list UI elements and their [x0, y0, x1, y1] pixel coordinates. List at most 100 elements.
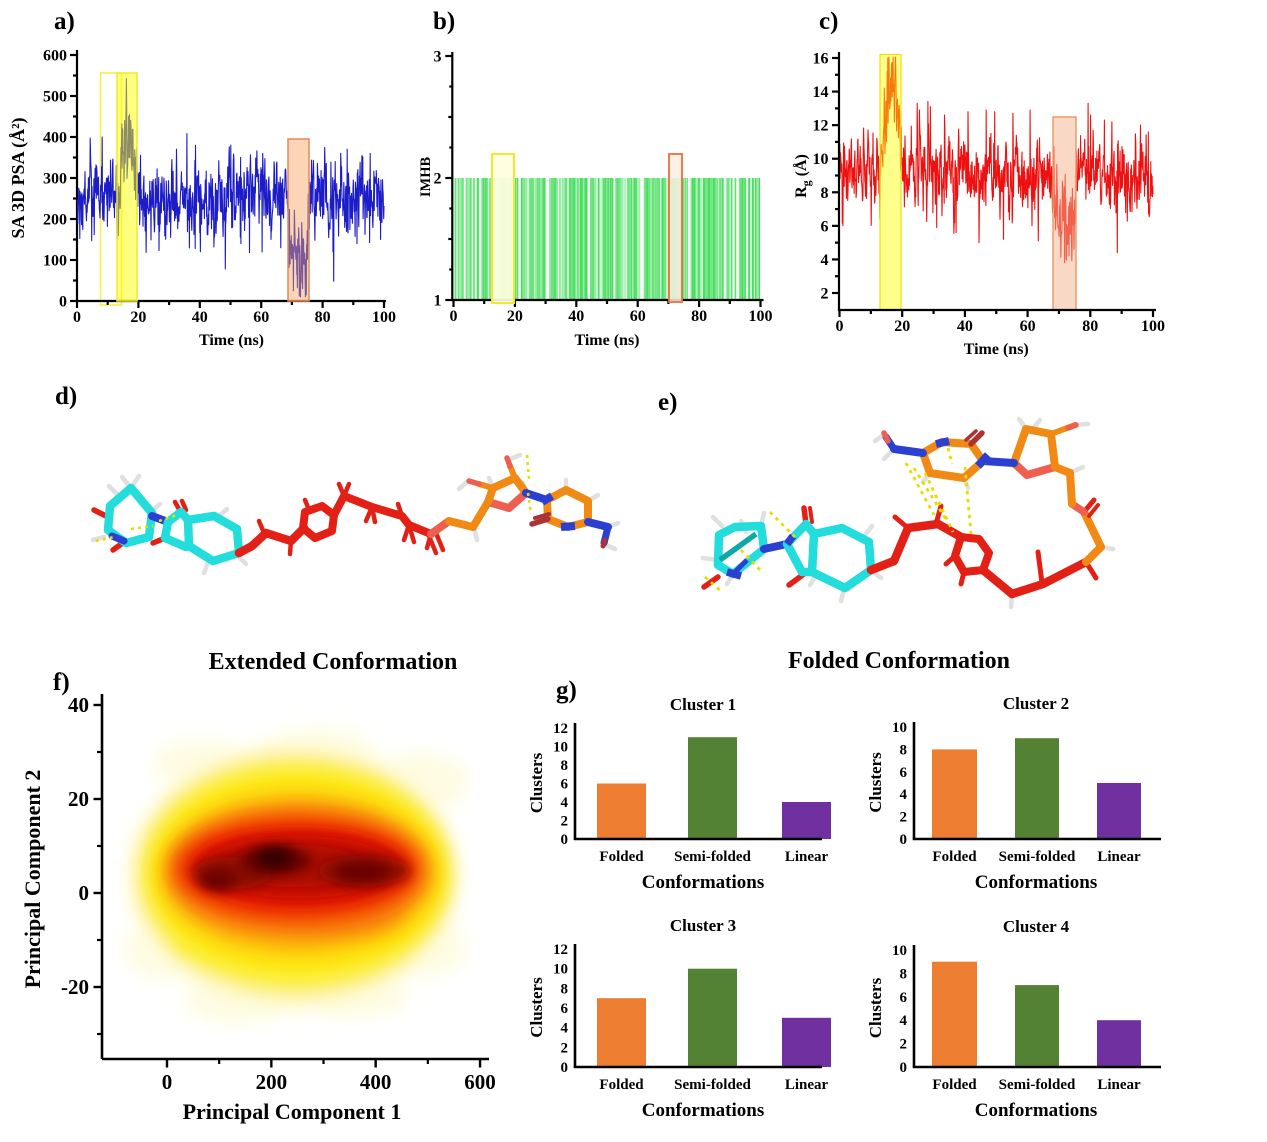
svg-text:20: 20	[68, 787, 89, 811]
svg-text:20: 20	[130, 309, 146, 326]
svg-text:60: 60	[1020, 318, 1036, 335]
svg-text:0: 0	[561, 1060, 569, 1076]
svg-text:6: 6	[561, 1001, 569, 1017]
svg-text:6: 6	[561, 777, 569, 793]
svg-text:600: 600	[464, 1070, 496, 1094]
svg-text:20: 20	[894, 318, 910, 335]
svg-text:Conformations: Conformations	[642, 1100, 764, 1121]
svg-text:12: 12	[553, 721, 568, 737]
svg-text:e): e)	[658, 389, 677, 416]
svg-text:40: 40	[68, 693, 89, 717]
svg-text:2: 2	[561, 1040, 569, 1056]
svg-text:80: 80	[691, 308, 707, 325]
svg-text:Clusters: Clusters	[866, 752, 885, 813]
svg-text:2: 2	[821, 286, 829, 303]
svg-text:Folded Conformation: Folded Conformation	[788, 648, 1010, 674]
svg-text:Semi-folded: Semi-folded	[999, 849, 1076, 865]
svg-text:Conformations: Conformations	[975, 1100, 1097, 1121]
svg-text:Conformations: Conformations	[642, 872, 764, 893]
svg-text:Linear: Linear	[785, 849, 829, 865]
svg-text:8: 8	[821, 185, 829, 202]
svg-text:6: 6	[821, 218, 829, 235]
svg-text:6: 6	[900, 990, 908, 1006]
svg-text:100: 100	[1141, 318, 1165, 335]
svg-text:g): g)	[556, 677, 577, 704]
svg-text:0: 0	[836, 318, 844, 335]
svg-text:1: 1	[434, 293, 442, 310]
svg-text:c): c)	[819, 8, 838, 35]
svg-text:Conformations: Conformations	[975, 872, 1097, 893]
svg-text:60: 60	[630, 308, 646, 325]
svg-text:80: 80	[315, 309, 331, 326]
svg-text:Cluster 2: Cluster 2	[1003, 694, 1069, 713]
svg-text:0: 0	[561, 832, 569, 848]
svg-text:200: 200	[43, 212, 67, 229]
svg-text:400: 400	[43, 130, 67, 147]
svg-text:d): d)	[55, 383, 77, 410]
svg-text:0: 0	[59, 294, 67, 311]
svg-text:Folded: Folded	[599, 1077, 644, 1093]
svg-text:0: 0	[900, 832, 908, 848]
svg-text:Folded: Folded	[599, 849, 644, 865]
svg-text:Linear: Linear	[1097, 1077, 1141, 1093]
svg-text:4: 4	[561, 795, 569, 811]
svg-text:8: 8	[561, 981, 569, 997]
svg-text:2: 2	[561, 814, 569, 830]
svg-text:Linear: Linear	[1097, 849, 1141, 865]
svg-text:20: 20	[507, 308, 523, 325]
svg-text:Principal Component 1: Principal Component 1	[183, 1099, 402, 1124]
svg-text:Extended Conformation: Extended Conformation	[209, 649, 458, 675]
svg-text:IMHB: IMHB	[418, 157, 434, 198]
svg-text:Time (ns): Time (ns)	[964, 341, 1029, 358]
svg-text:0: 0	[79, 881, 90, 905]
svg-text:10: 10	[892, 720, 907, 736]
svg-text:16: 16	[813, 50, 829, 67]
svg-text:10: 10	[813, 151, 829, 168]
svg-text:100: 100	[43, 253, 67, 270]
svg-text:500: 500	[43, 89, 67, 106]
svg-text:10: 10	[553, 962, 568, 978]
svg-text:300: 300	[43, 171, 67, 188]
svg-text:80: 80	[1082, 318, 1098, 335]
svg-text:Semi-folded: Semi-folded	[674, 1077, 751, 1093]
svg-text:14: 14	[813, 84, 829, 101]
svg-text:a): a)	[54, 8, 75, 35]
svg-text:2: 2	[900, 1037, 908, 1053]
svg-text:4: 4	[561, 1021, 569, 1037]
svg-text:4: 4	[900, 787, 908, 803]
svg-text:8: 8	[561, 758, 569, 774]
svg-text:Cluster 3: Cluster 3	[670, 916, 736, 935]
svg-text:10: 10	[553, 740, 568, 756]
svg-text:Principal Component 2: Principal Component 2	[20, 770, 45, 989]
svg-text:0: 0	[900, 1060, 908, 1076]
svg-text:8: 8	[900, 742, 908, 758]
svg-text:Folded: Folded	[932, 849, 977, 865]
svg-text:Time (ns): Time (ns)	[574, 332, 639, 349]
svg-text:b): b)	[433, 8, 455, 35]
svg-text:40: 40	[192, 309, 208, 326]
svg-text:6: 6	[900, 765, 908, 781]
svg-text:2: 2	[434, 171, 442, 188]
svg-text:f): f)	[53, 669, 70, 696]
svg-text:100: 100	[372, 309, 396, 326]
svg-text:4: 4	[821, 252, 829, 269]
svg-text:SA 3D PSA (Å²): SA 3D PSA (Å²)	[8, 118, 29, 239]
svg-text:Rg (Å): Rg (Å)	[792, 154, 813, 198]
svg-text:200: 200	[256, 1070, 288, 1094]
svg-text:2: 2	[900, 810, 908, 826]
svg-text:0: 0	[450, 308, 458, 325]
svg-text:Clusters: Clusters	[527, 752, 546, 813]
svg-text:8: 8	[900, 966, 908, 982]
svg-text:40: 40	[957, 318, 973, 335]
svg-text:Semi-folded: Semi-folded	[999, 1077, 1076, 1093]
svg-text:Clusters: Clusters	[866, 977, 885, 1038]
svg-text:Semi-folded: Semi-folded	[674, 849, 751, 865]
svg-text:Linear: Linear	[785, 1077, 829, 1093]
svg-text:Clusters: Clusters	[527, 977, 546, 1038]
svg-text:Cluster 1: Cluster 1	[670, 695, 736, 714]
svg-text:Cluster 4: Cluster 4	[1003, 917, 1070, 936]
svg-text:12: 12	[813, 118, 829, 135]
svg-text:Time (ns): Time (ns)	[199, 332, 264, 349]
svg-text:0: 0	[73, 309, 81, 326]
svg-text:400: 400	[360, 1070, 392, 1094]
